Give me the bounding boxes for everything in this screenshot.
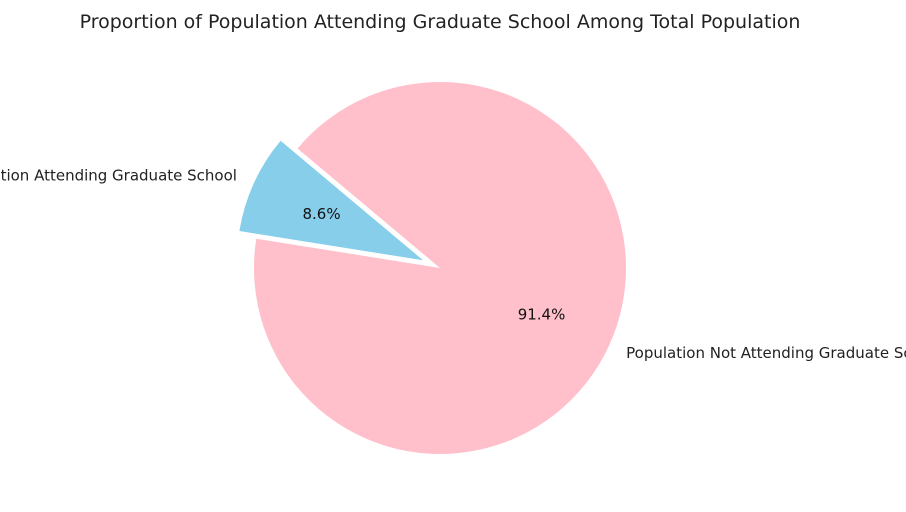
- pie-slice-not-attending: [254, 82, 626, 455]
- chart-title: Proportion of Population Attending Gradu…: [80, 11, 801, 33]
- slice-label-not-attending: Population Not Attending Graduate School: [626, 344, 906, 362]
- pct-label-not-attending: 91.4%: [518, 305, 566, 323]
- pct-label-attending: 8.6%: [302, 205, 340, 223]
- pie-slice-attending: [239, 140, 424, 261]
- pie-labels: 8.6% Population Attending Graduate School…: [0, 166, 906, 362]
- slice-label-attending: Population Attending Graduate School: [0, 166, 237, 184]
- pie-slices: [239, 82, 626, 455]
